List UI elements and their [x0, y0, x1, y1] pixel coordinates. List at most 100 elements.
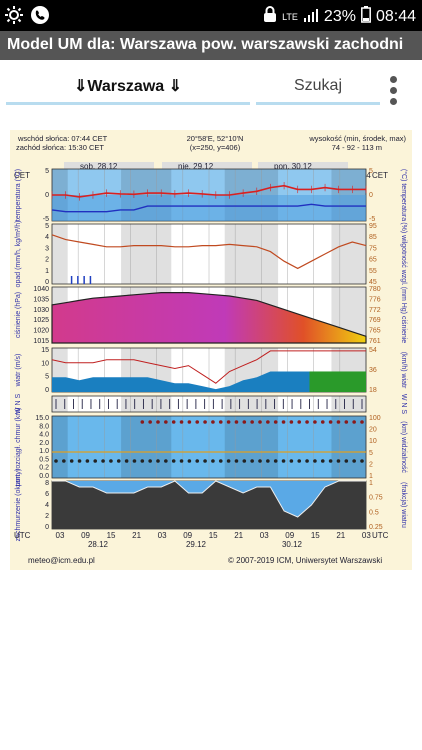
tick-left: 4.0	[39, 432, 49, 439]
cloud-dot-high	[156, 420, 160, 424]
location-tab[interactable]: ⇓Warszawa ⇓	[6, 60, 250, 112]
cloud-dot-high	[226, 420, 231, 424]
tick-left: 6	[45, 491, 49, 498]
tick-right: 0.25	[369, 524, 383, 531]
tick-left: 1015	[33, 338, 49, 345]
cloud-dot	[148, 459, 152, 463]
night-shade	[331, 224, 366, 284]
search-tab[interactable]: Szukaj	[256, 60, 380, 112]
tick-right: 5	[369, 450, 373, 457]
tick-right: 36	[369, 367, 377, 374]
cloud-dot	[164, 459, 168, 463]
utc-hour-label: 03	[158, 531, 167, 540]
precip-bar	[89, 276, 92, 284]
wind-gust-line	[51, 350, 366, 384]
pressure-area	[51, 292, 367, 344]
night-shade	[52, 396, 68, 412]
cloud-dot-high	[336, 420, 341, 424]
cloud-dot-high	[218, 420, 223, 424]
panel-label-right: (km/h) wiatr	[400, 352, 407, 389]
panel-label-right: (km) widzialność	[400, 421, 407, 473]
night-shade	[121, 416, 172, 478]
cloud-dot-high	[344, 420, 349, 424]
cloud-dot-high	[203, 420, 207, 424]
cloud-dot	[93, 459, 98, 463]
cloud-dot	[179, 459, 184, 463]
tick-right: 780	[369, 286, 381, 293]
battery-icon	[361, 6, 371, 28]
cloud-dot	[289, 459, 294, 463]
tick-left: 10	[41, 360, 49, 367]
night-shade	[121, 396, 172, 412]
cloud-dot	[305, 459, 309, 463]
tick-left: 8.0	[39, 423, 49, 430]
tick-right: 100	[369, 415, 381, 422]
app-title-bar: Model UM dla: Warszawa pow. warszawski z…	[0, 31, 422, 60]
panel-label-left: W N S	[15, 394, 22, 415]
temperature-line	[52, 184, 366, 198]
utc-hour-label: 03	[260, 531, 269, 540]
tick-left: 15.0	[35, 415, 49, 422]
tick-left: 2.0	[39, 440, 49, 447]
panel-label-right: (°C) temperatura	[400, 169, 408, 221]
meteogram-card: wschód słońca: 07:44 CET zachód słońca: …	[10, 130, 412, 570]
day-label-top: pon, 30.12	[274, 162, 312, 171]
tick-left: 0	[45, 279, 49, 286]
cet-hour-label: 04	[362, 171, 371, 180]
cloud-dot	[360, 459, 364, 463]
night-shade	[224, 224, 279, 284]
cloud-dot	[85, 459, 90, 463]
sunset-text: zachód słońca: 15:30 CET	[16, 143, 104, 152]
panel-label-right: (%) wilgotność wzgl.	[400, 222, 407, 285]
tick-left: 0.2	[39, 465, 49, 472]
cloud-dot	[226, 459, 231, 463]
tick-left: 2	[45, 513, 49, 520]
cloud-dot-high	[297, 420, 302, 424]
cloud-dot-high	[179, 420, 184, 424]
night-shade	[52, 416, 68, 478]
cloud-dot	[218, 459, 223, 463]
location-underline	[6, 102, 250, 105]
tick-right: 765	[369, 328, 381, 335]
cloud-dot	[156, 459, 160, 463]
tick-right: 85	[369, 234, 377, 241]
cloud-dot-high	[313, 420, 317, 424]
search-underline	[256, 102, 380, 105]
panel-border	[51, 395, 367, 413]
cloud-dot-high	[234, 420, 239, 424]
cloud-dot-high	[195, 420, 200, 424]
utc-hour-label: 21	[132, 531, 141, 540]
tick-right: 1	[369, 480, 373, 487]
cloud-dot	[109, 459, 113, 463]
cloud-dot	[250, 459, 254, 463]
tick-right: 10	[369, 438, 377, 445]
cloud-cover-line	[52, 480, 366, 518]
panel-label-left: wiatr (m/s)	[15, 354, 22, 388]
tick-right: 55	[369, 268, 377, 275]
precip-bar	[83, 276, 85, 284]
footer-copyright: © 2007-2019 ICM, Uniwersytet Warszawski	[228, 556, 383, 565]
tick-left: -5	[43, 216, 49, 223]
cloud-dot-high	[266, 420, 270, 424]
day-label-bottom: 28.12	[88, 540, 109, 549]
night-shade	[331, 416, 366, 478]
panel-label-left: temperatura (°C)	[14, 169, 22, 221]
tick-left: 5	[45, 374, 49, 381]
utc-hour-label: 09	[183, 531, 192, 540]
cloud-dot	[242, 459, 247, 463]
tick-right: 65	[369, 257, 377, 264]
day-label-top: nie, 29.12	[178, 162, 214, 171]
tick-left: 1	[45, 268, 49, 275]
footer-email[interactable]: meteo@icm.edu.pl	[28, 556, 95, 565]
grid-text: (x=250, y=406)	[189, 143, 241, 152]
cloud-dot	[62, 459, 66, 463]
altitude-title: wysokość (min, środek, max)	[309, 134, 406, 143]
cloud-dot-high	[242, 420, 247, 424]
more-vert-icon[interactable]	[386, 74, 402, 108]
cloud-dot	[77, 459, 82, 463]
tick-right: 776	[369, 296, 381, 303]
panel-border	[51, 415, 367, 479]
utc-label-left: UTC	[14, 531, 31, 540]
day-label-bottom: 29.12	[186, 540, 207, 549]
lte-indicator: LTE	[282, 11, 298, 22]
